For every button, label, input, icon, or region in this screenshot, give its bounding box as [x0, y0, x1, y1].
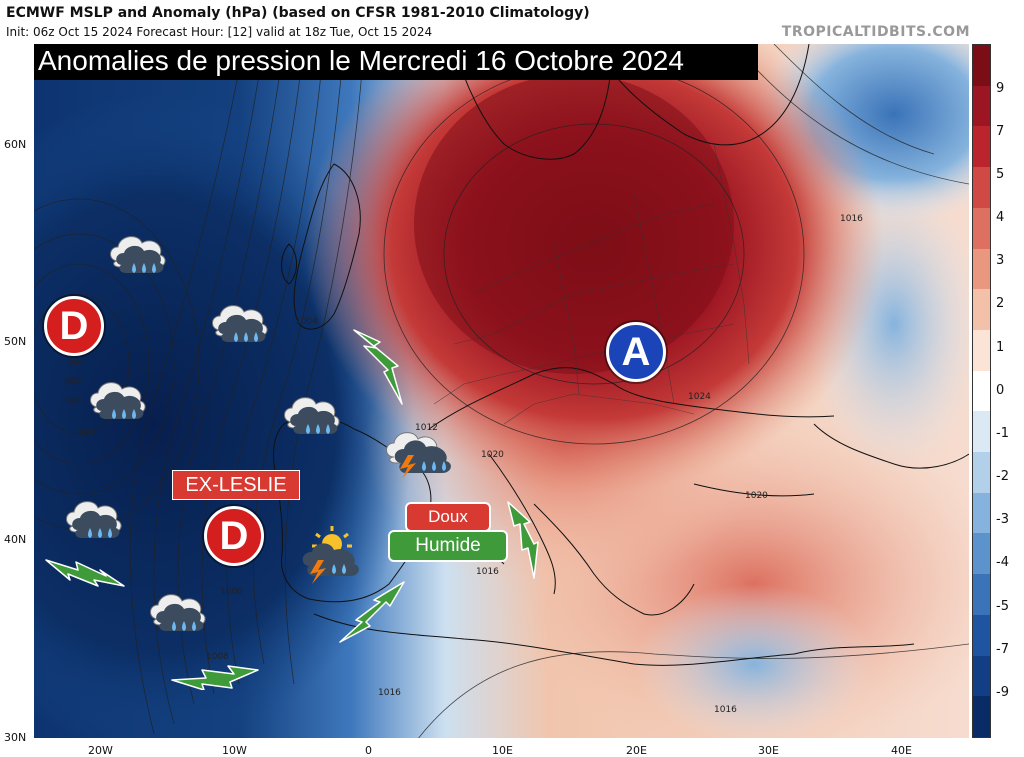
cb-label: 9	[996, 81, 1005, 96]
colorbar-step	[973, 411, 990, 453]
lat-label-50n: 50N	[4, 335, 27, 348]
colorbar-step	[973, 248, 990, 290]
cb-label: -1	[996, 426, 1009, 441]
cb-label: 1	[996, 340, 1005, 355]
cb-label: -4	[996, 555, 1009, 570]
colorbar-step	[973, 574, 990, 615]
lon-label-40e: 40E	[891, 744, 912, 757]
lat-label-40n: 40N	[4, 533, 27, 546]
sun-cloud-storm-icon	[302, 526, 359, 584]
doux-label: Doux	[405, 502, 491, 532]
wind-arrow-icon	[353, 329, 403, 405]
rain-cloud-icon	[66, 501, 122, 538]
rain-cloud-icon	[150, 594, 206, 631]
colorbar-step	[973, 289, 990, 330]
isobar-label: 1008	[206, 652, 229, 662]
isobar-label: 1016	[840, 214, 863, 224]
cb-label: -2	[996, 469, 1009, 484]
isobar-label: 1020	[745, 491, 768, 501]
colorbar-step	[973, 329, 990, 371]
rain-cloud-icon	[284, 397, 340, 434]
country-borders	[433, 143, 750, 425]
cb-label: 5	[996, 167, 1005, 182]
isobar-label: 1004	[295, 317, 318, 327]
isobar-label: 1016	[476, 567, 499, 577]
humide-label: Humide	[388, 530, 508, 562]
isobar-label: 988	[64, 377, 82, 387]
lat-label-60n: 60N	[4, 138, 27, 151]
colorbar-step	[973, 167, 990, 208]
rain-cloud-icon	[212, 305, 268, 342]
low-pressure-badge-ex-leslie: D	[204, 506, 264, 566]
lon-label-20e: 20E	[626, 744, 647, 757]
isobar-label: 1024	[688, 392, 711, 402]
lon-label-10w: 10W	[222, 744, 247, 757]
cb-label: 3	[996, 253, 1005, 268]
high-pressure-badge: A	[606, 322, 666, 382]
isobar-label: 1016	[714, 705, 737, 715]
lon-label-0: 0	[365, 744, 372, 757]
colorbar-step	[973, 533, 990, 575]
colorbar-step	[973, 614, 990, 656]
cb-label: -9	[996, 685, 1009, 700]
wind-arrow-icon	[339, 581, 405, 643]
isobar-label: 1000	[220, 587, 243, 597]
rain-cloud-icon	[110, 236, 166, 273]
colorbar-step	[973, 370, 990, 412]
high-core	[414, 74, 734, 374]
lon-label-10e: 10E	[492, 744, 513, 757]
mideast-cool-anomaly	[634, 584, 874, 738]
init-line: Init: 06z Oct 15 2024 Forecast Hour: [12…	[6, 25, 433, 39]
colorbar-step	[973, 655, 990, 697]
wind-arrow-icon	[171, 665, 259, 690]
banner-text: Anomalies de pression le Mercredi 16 Oct…	[38, 45, 684, 76]
colorbar-step	[973, 126, 990, 168]
cb-label: 0	[996, 383, 1005, 398]
map-title: ECMWF MSLP and Anomaly (hPa) (based on C…	[6, 5, 590, 21]
cb-label: -5	[996, 599, 1009, 614]
anomaly-colorbar	[972, 44, 991, 738]
cb-label: -7	[996, 642, 1009, 657]
lon-label-20w: 20W	[88, 744, 113, 757]
colorbar-step	[973, 45, 990, 86]
isobar-label: 984	[68, 358, 86, 368]
isobar-lines	[34, 44, 969, 738]
cb-label: 2	[996, 296, 1005, 311]
cb-label: 4	[996, 210, 1005, 225]
isobar-label: 1020	[481, 450, 504, 460]
colorbar-step	[973, 207, 990, 249]
isobar-label: 992	[66, 397, 84, 407]
colorbar-step	[973, 452, 990, 493]
title-banner: Anomalies de pression le Mercredi 16 Oct…	[34, 44, 758, 80]
lon-label-30e: 30E	[758, 744, 779, 757]
site-credit: TROPICALTIDBITS.COM	[781, 24, 970, 40]
cb-label: 7	[996, 124, 1005, 139]
colorbar-step	[973, 492, 990, 534]
wind-arrow-icon	[507, 501, 539, 579]
cb-label: -3	[996, 512, 1009, 527]
isobar-label: 1016	[378, 688, 401, 698]
isobar-label: 996	[78, 428, 96, 438]
ex-leslie-label: EX-LESLIE	[172, 470, 300, 500]
wind-arrow-icon	[45, 559, 125, 587]
pressure-anomaly-map	[34, 44, 969, 738]
thunderstorm-icon	[386, 432, 451, 479]
isobar-label: 1012	[415, 423, 438, 433]
low-pressure-badge: D	[44, 296, 104, 356]
colorbar-step	[973, 696, 990, 737]
coastlines	[273, 44, 969, 666]
rain-cloud-icon	[90, 382, 146, 419]
colorbar-step	[973, 85, 990, 127]
lat-label-30n: 30N	[4, 731, 27, 744]
